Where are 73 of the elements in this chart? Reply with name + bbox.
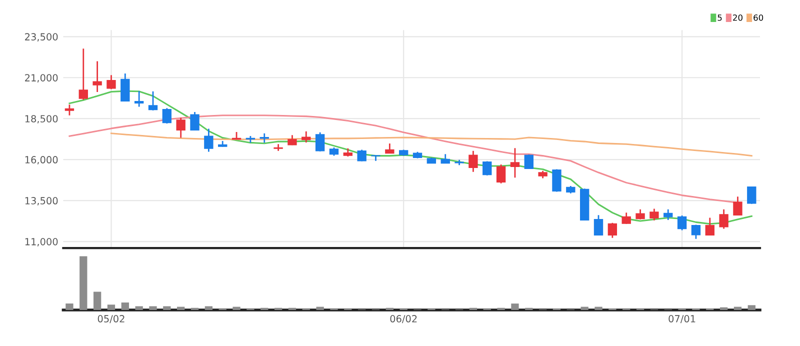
candlestick xyxy=(120,72,130,102)
candlestick xyxy=(302,130,311,144)
candlestick xyxy=(733,196,742,216)
bar xyxy=(66,304,74,310)
bar xyxy=(149,306,157,310)
candlestick xyxy=(691,224,701,240)
y-tick-label: 16,000 xyxy=(25,156,58,164)
bar xyxy=(260,308,268,310)
candlestick xyxy=(315,132,325,152)
candlestick xyxy=(260,132,269,144)
candlestick xyxy=(148,90,158,112)
x-tick-label: 06/02 xyxy=(390,315,417,324)
bar xyxy=(594,306,602,310)
bar xyxy=(204,306,213,310)
bar xyxy=(163,306,171,310)
candlestick xyxy=(134,90,144,108)
candlestick xyxy=(747,186,756,205)
bar xyxy=(511,304,519,310)
y-tick-label: 21,000 xyxy=(25,74,58,82)
bar xyxy=(386,308,394,310)
candlestick xyxy=(552,168,562,192)
candlestick xyxy=(594,214,604,236)
bar xyxy=(177,306,185,310)
line-series xyxy=(110,132,752,157)
candlestick xyxy=(705,217,714,236)
candlestick xyxy=(92,60,102,93)
y-tick-label: 18,500 xyxy=(25,115,58,124)
candlestick xyxy=(468,150,478,173)
candlestick xyxy=(204,128,214,152)
candlestick xyxy=(357,149,366,162)
bar xyxy=(497,308,505,310)
bar xyxy=(748,305,756,310)
candlestick xyxy=(78,48,88,100)
bar xyxy=(80,256,88,310)
y-tick-label: 11,000 xyxy=(25,238,58,246)
candlestick xyxy=(622,212,631,225)
legend-label: 5 xyxy=(718,14,722,21)
legend-label: 60 xyxy=(754,14,764,21)
candlestick xyxy=(664,208,673,221)
candlestick xyxy=(650,208,659,222)
candlestick xyxy=(371,154,380,162)
candlestick xyxy=(524,154,534,170)
bar xyxy=(107,304,116,310)
bar xyxy=(316,306,324,310)
candlestick xyxy=(510,147,520,178)
bar xyxy=(720,307,728,310)
candlestick xyxy=(719,208,728,230)
bar xyxy=(580,306,588,310)
bar xyxy=(734,306,742,310)
bar xyxy=(135,306,143,310)
candlestick xyxy=(190,111,200,132)
candlestick xyxy=(496,164,506,184)
candlestick xyxy=(482,160,492,176)
candlestick xyxy=(677,214,687,231)
candlestick xyxy=(608,222,618,239)
bar xyxy=(190,308,199,310)
bar xyxy=(232,306,240,310)
candlestick xyxy=(636,208,645,220)
candlestick xyxy=(106,74,116,90)
bar xyxy=(274,308,282,310)
legend-label: 20 xyxy=(733,14,742,21)
candlestick xyxy=(162,107,172,124)
bar xyxy=(469,308,478,310)
x-tick-label: 07/01 xyxy=(668,315,696,324)
bar xyxy=(525,308,533,310)
candlestick xyxy=(64,104,74,116)
bar xyxy=(288,308,296,310)
y-tick-label: 13,500 xyxy=(25,197,58,206)
bar xyxy=(121,302,129,310)
y-tick-label: 23,500 xyxy=(25,33,58,42)
x-tick-label: 05/02 xyxy=(98,315,124,324)
candlestick xyxy=(176,117,186,138)
bar xyxy=(93,292,102,310)
